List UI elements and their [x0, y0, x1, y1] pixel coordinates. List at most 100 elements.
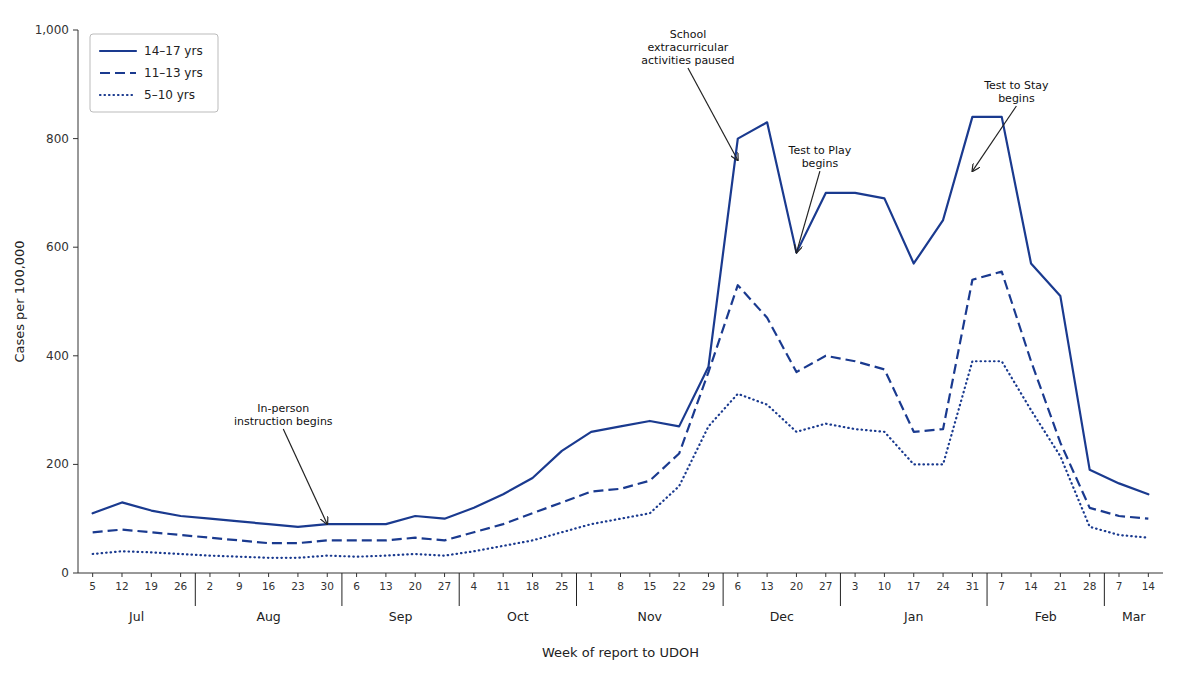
annotation-line: extracurricular: [647, 41, 728, 54]
y-tick: [73, 138, 78, 139]
annotation-arrow: [796, 171, 819, 252]
x-tick: [503, 573, 504, 577]
x-tick-label: 27: [819, 580, 832, 592]
annotation-line: Test to Stay: [983, 79, 1049, 92]
annotation-line: School: [670, 28, 707, 41]
y-tick: [73, 464, 78, 465]
x-tick-label: 27: [438, 580, 451, 592]
x-tick-label: 2: [207, 580, 214, 592]
x-tick-label: 26: [174, 580, 188, 592]
y-axis-line: [78, 30, 79, 573]
group-separator: [459, 573, 460, 606]
x-tick: [385, 573, 386, 577]
y-tick-label: 200: [46, 457, 69, 471]
annotation-line: Test to Play: [788, 144, 852, 157]
x-tick: [943, 573, 944, 577]
x-tick: [679, 573, 680, 577]
group-label: Jan: [903, 609, 923, 624]
x-tick: [591, 573, 592, 577]
x-tick: [825, 573, 826, 577]
series-line: [93, 361, 1149, 558]
x-tick: [209, 573, 210, 577]
group-separator: [987, 573, 988, 606]
x-tick: [444, 573, 445, 577]
x-tick-label: 31: [966, 580, 979, 592]
y-tick: [73, 573, 78, 574]
annotation-arrow: [283, 429, 327, 524]
x-tick: [561, 573, 562, 577]
x-tick-label: 4: [471, 580, 478, 592]
y-tick: [73, 247, 78, 248]
annotation-text: Test to Staybegins: [983, 79, 1049, 105]
x-tick: [121, 573, 122, 577]
x-tick: [1148, 573, 1149, 577]
x-tick-label: 20: [790, 580, 803, 592]
group-label: Sep: [389, 609, 413, 624]
x-tick-label: 11: [497, 580, 510, 592]
x-tick: [972, 573, 973, 577]
annotations: In-personinstruction begins Schoolextracu…: [234, 28, 1049, 524]
x-tick: [473, 573, 474, 577]
legend-swatch: [100, 94, 136, 96]
x-tick-label: 21: [1054, 580, 1067, 592]
x-tick-label: 18: [526, 580, 539, 592]
series-line: [93, 117, 1149, 527]
x-tick-label: 30: [321, 580, 334, 592]
x-tick: [1031, 573, 1032, 577]
annotation-line: activities paused: [641, 54, 734, 67]
group-label: Oct: [507, 609, 529, 624]
x-tick-label: 8: [617, 580, 624, 592]
annotation-text: In-personinstruction begins: [234, 402, 333, 428]
x-tick: [415, 573, 416, 577]
x-tick-label: 6: [353, 580, 360, 592]
group-label: Feb: [1035, 609, 1057, 624]
annotation-line: begins: [802, 157, 839, 170]
x-tick-label: 20: [409, 580, 422, 592]
chart-container: 02004006008001,000Cases per 100,00051219…: [0, 0, 1185, 685]
x-tick: [1119, 573, 1120, 577]
group-separator: [576, 573, 577, 606]
x-tick-label: 14: [1142, 580, 1156, 592]
legend-label: 5–10 yrs: [144, 88, 195, 102]
y-tick-label: 0: [61, 566, 69, 580]
x-tick-label: 12: [115, 580, 128, 592]
group-separator: [195, 573, 196, 606]
x-tick-label: 5: [89, 580, 96, 592]
x-tick: [297, 573, 298, 577]
x-tick: [1001, 573, 1002, 577]
x-tick-label: 9: [236, 580, 243, 592]
y-tick: [73, 30, 78, 31]
x-tick-label: 22: [672, 580, 685, 592]
x-tick: [180, 573, 181, 577]
group-label: Aug: [256, 609, 280, 624]
x-tick: [913, 573, 914, 577]
x-tick: [92, 573, 93, 577]
annotation-line: In-person: [257, 402, 309, 415]
x-tick-label: 29: [702, 580, 715, 592]
group-label: Jul: [128, 609, 144, 624]
x-tick-label: 23: [291, 580, 304, 592]
x-tick-label: 6: [734, 580, 741, 592]
legend-swatch: [100, 72, 136, 74]
x-tick: [708, 573, 709, 577]
y-tick-label: 1,000: [35, 23, 69, 37]
y-axis: 02004006008001,000Cases per 100,000: [12, 23, 78, 580]
x-tick: [855, 573, 856, 577]
group-separator: [1104, 573, 1105, 606]
y-tick-label: 600: [46, 240, 69, 254]
x-tick: [1089, 573, 1090, 577]
series-line: [93, 272, 1149, 544]
legend-swatch: [100, 50, 136, 52]
x-tick-label: 7: [1116, 580, 1123, 592]
y-tick-label: 400: [46, 349, 69, 363]
x-tick: [796, 573, 797, 577]
x-tick-label: 28: [1083, 580, 1096, 592]
x-tick-label: 16: [262, 580, 276, 592]
x-tick: [737, 573, 738, 577]
y-axis-title: Cases per 100,000: [12, 240, 27, 362]
x-tick-label: 7: [998, 580, 1005, 592]
x-tick: [239, 573, 240, 577]
x-tick-label: 13: [379, 580, 392, 592]
y-tick: [73, 355, 78, 356]
x-tick-label: 15: [643, 580, 656, 592]
